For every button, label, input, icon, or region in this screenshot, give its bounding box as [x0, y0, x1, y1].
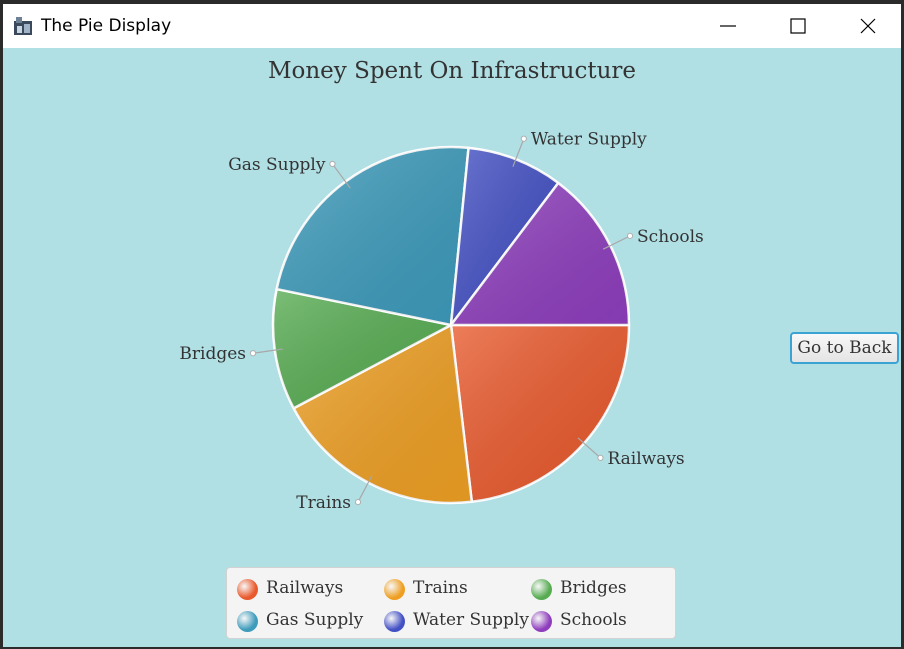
close-button[interactable] [833, 4, 901, 48]
label-dot-schools [626, 232, 634, 239]
pie-chart: Railways Trains Bridges Gas Supply Water Sup… [179, 130, 704, 513]
slice-label-railways: Railways [607, 449, 684, 469]
label-dot-bridges [249, 350, 257, 357]
legend-label-trains: Trains [413, 578, 468, 598]
window-title: The Pie Display [41, 16, 172, 36]
label-line-railways [577, 437, 601, 459]
label-line-trains [357, 475, 373, 503]
slice-label-schools: Schools [637, 227, 704, 247]
minimize-button[interactable] [693, 4, 763, 48]
legend-label-schools: Schools [560, 610, 627, 630]
app-icon [14, 17, 32, 35]
slice-label-bridges: Bridges [179, 344, 246, 364]
chart-title: Money Spent On Infrastructure [267, 58, 637, 84]
label-dot-gas-supply [329, 160, 336, 168]
pie-slice-water-supply [449, 146, 560, 327]
label-dot-trains [354, 498, 362, 506]
pie-slice-gas-supply [275, 145, 470, 327]
label-line-bridges [252, 348, 283, 354]
minimize-icon [720, 25, 736, 27]
title-bar[interactable]: The Pie Display [3, 4, 901, 48]
close-icon [860, 18, 876, 34]
pie-slice-schools [449, 181, 631, 327]
legend-label-railways: Railways [266, 578, 344, 598]
label-dot-railways [597, 454, 604, 462]
pie-slice-trains [292, 323, 474, 505]
slice-label-gas-supply: Gas Supply [228, 155, 326, 175]
pie-slice-railways [449, 323, 631, 504]
label-line-water-supply [512, 138, 525, 167]
pie-slice-bridges [271, 287, 453, 410]
legend-swatch-water-supply [384, 611, 405, 632]
legend-label-gas-supply: Gas Supply [266, 610, 364, 630]
label-dot-water-supply [520, 135, 527, 142]
app-window: The Pie Display Money Spent On Infrastru… [3, 4, 901, 647]
legend-swatch-bridges [531, 579, 552, 600]
legend-swatch-railways [237, 579, 258, 600]
label-line-gas-supply [331, 163, 351, 189]
legend-label-bridges: Bridges [560, 578, 627, 598]
label-line-schools [602, 235, 631, 250]
legend-swatch-gas-supply [237, 611, 258, 632]
slice-label-water-supply: Water Supply [531, 130, 647, 150]
go-to-back-button[interactable]: Go to Back [790, 332, 899, 364]
chart-legend: Railways Trains Bridges Gas Supply Water Sup… [226, 567, 676, 639]
legend-label-water-supply: Water Supply [413, 610, 529, 630]
legend-swatch-schools [531, 611, 552, 632]
slice-label-trains: Trains [296, 493, 351, 513]
maximize-icon [790, 18, 806, 34]
legend-swatch-trains [384, 579, 405, 600]
maximize-button[interactable] [763, 4, 833, 48]
